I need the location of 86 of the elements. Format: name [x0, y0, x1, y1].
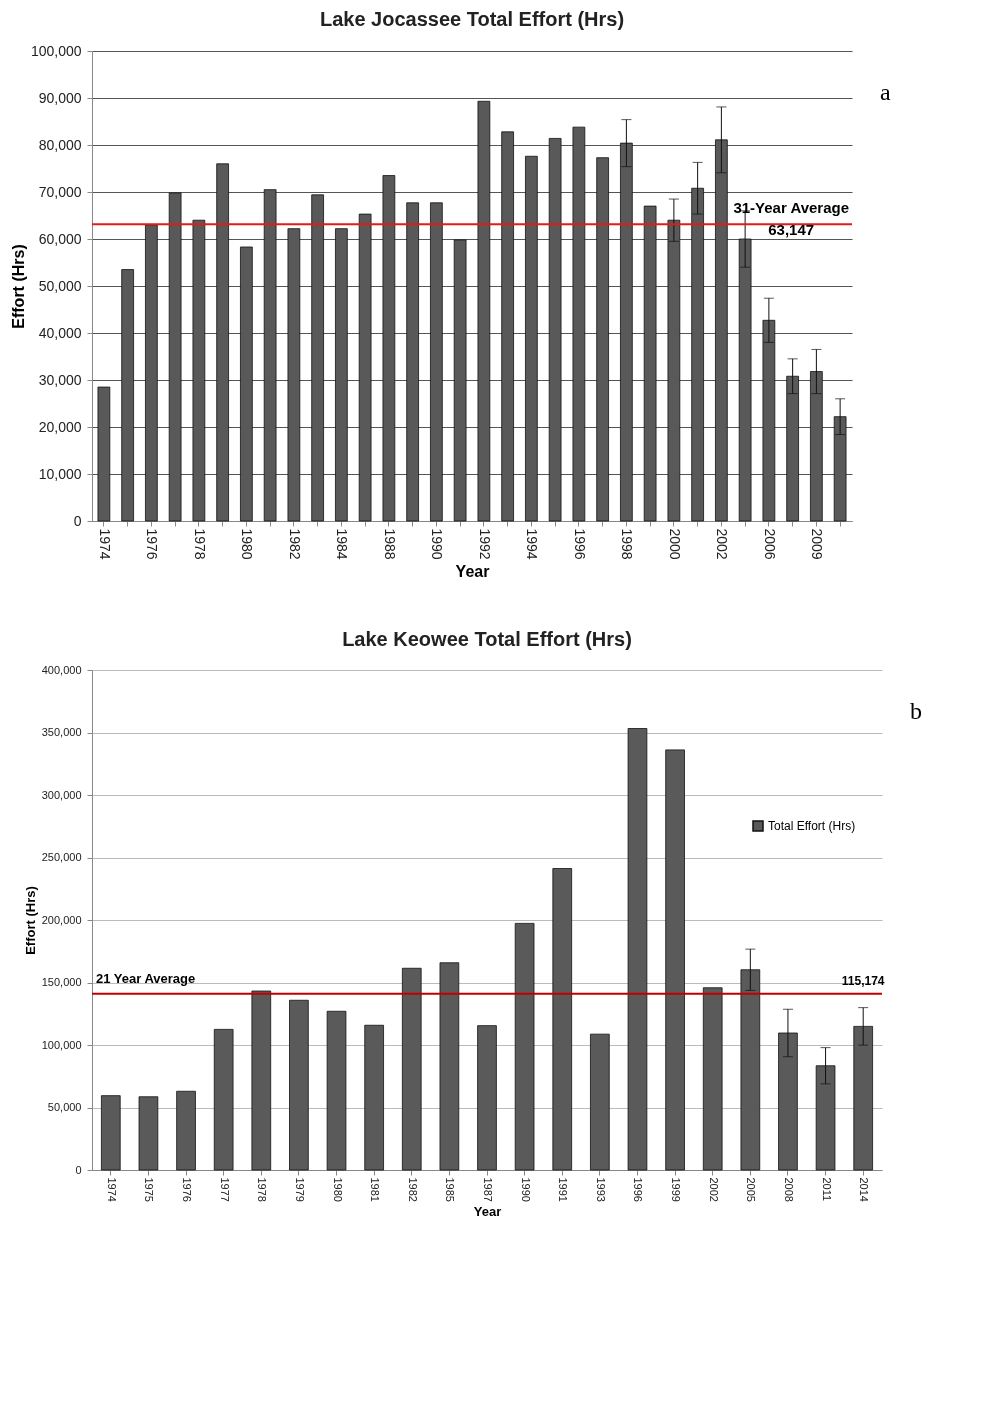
x-tick-label: 2008 [782, 1177, 795, 1202]
bar [477, 1025, 497, 1171]
x-tick-label: 1975 [143, 1177, 156, 1202]
y-tick-label: 300,000 [41, 788, 82, 801]
y-tick-label: 0 [73, 512, 82, 529]
bar [251, 990, 272, 1171]
y-tick-label: 60,000 [38, 230, 82, 247]
x-tick-label: 1974 [105, 1177, 118, 1202]
y-tick-label: 200,000 [41, 913, 82, 926]
legend-label: Total Effort (Hrs) [768, 819, 856, 833]
y-tick-label: 400,000 [41, 663, 82, 676]
y-tick-label: 20,000 [38, 418, 82, 435]
x-tick-label: 1987 [482, 1177, 494, 1202]
y-axis-title: Effort (Hrs) [22, 886, 38, 955]
bar [439, 962, 460, 1171]
y-tick-label: 250,000 [41, 851, 82, 863]
x-tick-label: 1974 [96, 528, 113, 560]
x-tick-label: 1985 [444, 1177, 457, 1202]
x-axis-title: Year [473, 1203, 502, 1219]
y-tick-label: 40,000 [38, 324, 82, 341]
bar [364, 1024, 384, 1171]
annotation: 115,174 [841, 973, 885, 988]
bar [627, 728, 648, 1171]
text: b [910, 698, 922, 724]
x-tick-label: 2006 [761, 528, 778, 560]
x-tick-label: 1990 [429, 528, 446, 560]
x-tick-label: 1976 [181, 1177, 194, 1202]
bar [138, 1096, 159, 1171]
x-tick-label: 1992 [476, 528, 493, 560]
x-tick-label: 2009 [809, 528, 826, 560]
y-tick-label: 70,000 [38, 183, 82, 200]
bar [213, 1028, 234, 1171]
x-tick-label: 1994 [524, 528, 541, 560]
bar [665, 749, 685, 1171]
y-tick-label: 350,000 [41, 726, 82, 738]
bar [702, 987, 723, 1171]
ref-line-label: 31-Year Average 63,147 [733, 199, 850, 239]
y-tick-label: 50,000 [38, 277, 82, 294]
y-tick-label: 100,000 [30, 42, 82, 59]
bar [514, 922, 535, 1171]
x-tick-label: 1978 [191, 528, 208, 560]
x-tick-label: 1980 [331, 1177, 344, 1202]
y-tick-label: 10,000 [38, 465, 82, 482]
y-axis-title: Effort (Hrs) [9, 244, 27, 329]
y-tick-label: 90,000 [38, 89, 82, 106]
x-axis-title: Year [455, 562, 490, 580]
x-tick-label: 2000 [666, 528, 683, 560]
y-tick-label: 150,000 [41, 976, 82, 988]
y-tick-label: 50,000 [47, 1101, 82, 1113]
x-tick-label: 1988 [381, 528, 398, 560]
x-tick-label: 2011 [820, 1177, 833, 1202]
bar [326, 1010, 347, 1171]
x-tick-label: 1982 [286, 528, 303, 560]
x-tick-label: 1981 [369, 1177, 382, 1202]
bar [101, 1095, 121, 1171]
bar [590, 1033, 610, 1171]
x-tick-label: 2014 [858, 1177, 871, 1202]
chart-title: Lake Keowee Total Effort (Hrs) [342, 628, 632, 650]
x-tick-label: 2002 [707, 1177, 720, 1202]
x-tick-label: 1993 [594, 1177, 607, 1202]
x-tick-label: 1991 [557, 1177, 570, 1202]
x-tick-label: 1996 [571, 528, 588, 560]
x-tick-label: 1976 [144, 528, 161, 560]
bar [176, 1090, 196, 1171]
x-tick-label: 2005 [745, 1177, 758, 1202]
x-tick-label: 1979 [293, 1177, 306, 1202]
bar [552, 868, 573, 1171]
bar [289, 999, 309, 1171]
text: a [880, 79, 891, 105]
x-tick-label: 2002 [714, 528, 731, 560]
x-tick-label: 1996 [632, 1177, 645, 1202]
x-tick-label: 1990 [519, 1177, 532, 1202]
x-tick-label: 1980 [239, 528, 256, 560]
x-tick-label: 1984 [334, 528, 351, 560]
x-tick-label: 1982 [406, 1177, 419, 1202]
x-tick-label: 1999 [670, 1177, 683, 1202]
x-tick-label: 1978 [256, 1177, 269, 1202]
bar [401, 967, 422, 1171]
ref-line-label: 21 Year Average [96, 970, 196, 986]
x-tick-label: 1977 [218, 1177, 231, 1202]
x-tick-label: 1998 [619, 528, 636, 560]
y-tick-label: 30,000 [38, 371, 82, 388]
chart-title: Lake Jocassee Total Effort (Hrs) [319, 8, 625, 30]
y-tick-label: 80,000 [38, 136, 82, 153]
y-tick-label: 0 [75, 1163, 82, 1176]
y-tick-label: 100,000 [41, 1038, 82, 1051]
